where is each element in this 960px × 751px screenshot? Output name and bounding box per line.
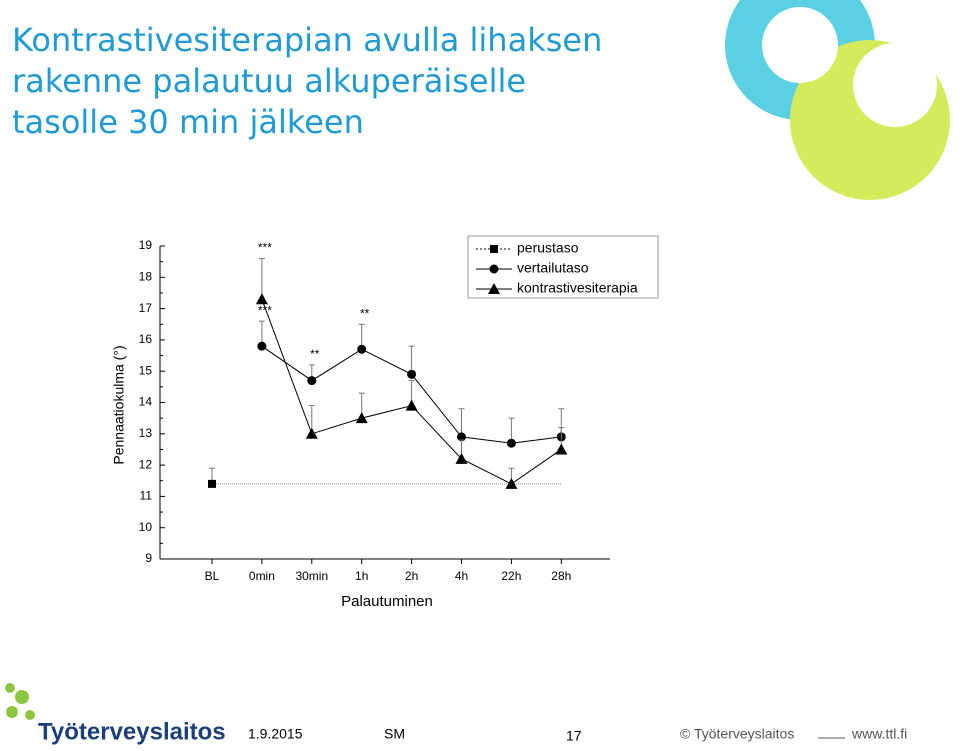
marker-circle xyxy=(407,369,417,379)
y-tick-label: 13 xyxy=(139,426,153,440)
marker-triangle xyxy=(255,293,268,305)
marker-circle xyxy=(506,438,516,448)
marker-triangle xyxy=(305,427,318,439)
annotation: ** xyxy=(310,347,320,361)
marker-triangle xyxy=(355,412,368,424)
y-tick-label: 14 xyxy=(139,395,153,409)
marker-square xyxy=(208,479,216,488)
x-tick-label: 0min xyxy=(249,569,275,583)
y-tick-label: 9 xyxy=(145,551,152,565)
y-tick-label: 16 xyxy=(139,332,153,346)
marker-circle xyxy=(489,264,499,274)
marker-triangle xyxy=(405,399,418,411)
logo-dot xyxy=(6,706,18,718)
x-tick-label: 1h xyxy=(355,569,368,583)
footer-copyright: © Työterveyslaitos xyxy=(680,726,794,742)
y-tick-label: 15 xyxy=(139,363,153,377)
marker-triangle xyxy=(555,443,568,455)
x-tick-label: BL xyxy=(205,569,220,583)
chart: 9 10 11 12 13 14 15 16 17 18 19 BL 0min 30min 1h 2h 4h 22… xyxy=(111,235,659,610)
marker-triangle xyxy=(505,477,518,489)
footer-author: SM xyxy=(384,726,405,742)
decoration xyxy=(725,0,950,200)
logo-dot xyxy=(25,710,35,720)
marker-circle xyxy=(307,376,317,386)
y-tick-label: 11 xyxy=(140,489,153,503)
x-tick-label: 2h xyxy=(405,569,418,583)
legend-box xyxy=(467,235,659,299)
x-tick-label: 28h xyxy=(551,569,571,583)
y-tick-label: 18 xyxy=(139,269,153,283)
annotation: ** xyxy=(360,306,370,320)
y-tick-label: 10 xyxy=(139,520,153,534)
logo-dot xyxy=(15,690,29,704)
annotation: *** xyxy=(258,241,272,255)
y-tick-label: 12 xyxy=(139,457,153,471)
logo-text: Työterveyslaitos xyxy=(38,718,226,745)
title-line: rakenne palautuu alkuperäiselle xyxy=(12,62,526,100)
marker-square xyxy=(490,245,498,253)
legend-label: kontrastivesiterapia xyxy=(517,280,638,296)
x-tick-label: 30min xyxy=(295,569,328,583)
footer-url: www.ttl.fi xyxy=(851,726,907,742)
y-tick-label: 19 xyxy=(139,238,153,252)
x-tick-label: 22h xyxy=(501,569,521,583)
marker-circle xyxy=(357,344,367,354)
x-tick-label: 4h xyxy=(455,569,468,583)
marker-triangle xyxy=(488,283,500,294)
legend-label: vertailutaso xyxy=(517,260,589,276)
marker-circle xyxy=(457,432,466,442)
logo-dot xyxy=(5,683,15,693)
logo xyxy=(5,683,35,720)
deco-circle xyxy=(853,43,937,127)
legend: perustaso vertailutaso kontrastivesiterapi… xyxy=(467,235,659,299)
y-axis-label: Pennaatiokulma (°) xyxy=(111,345,127,464)
marker-circle xyxy=(257,341,267,351)
legend-label: perustaso xyxy=(517,240,579,256)
deco-circle xyxy=(762,7,838,83)
footer-page: 17 xyxy=(566,728,582,744)
footer-date: 1.9.2015 xyxy=(248,726,303,742)
x-axis-label: Palautuminen xyxy=(341,593,433,610)
title-line: Kontrastivesiterapian avulla lihaksen xyxy=(12,21,602,59)
annotation: *** xyxy=(258,303,272,317)
title-line: tasolle 30 min jälkeen xyxy=(12,103,364,141)
marker-triangle xyxy=(455,452,468,464)
y-tick-label: 17 xyxy=(139,301,153,315)
